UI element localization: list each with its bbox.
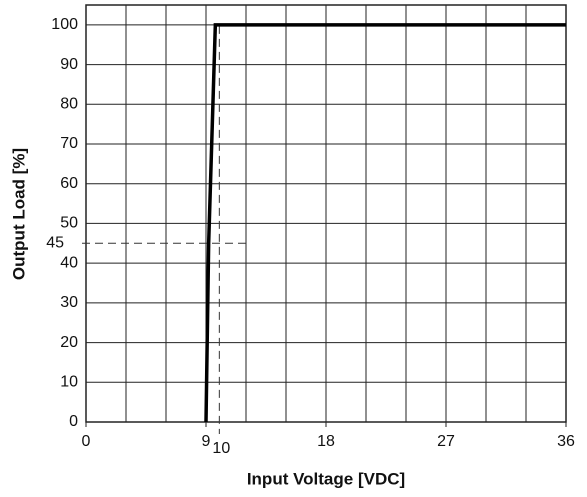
y-tick-label: 90 [60, 56, 78, 73]
y-tick-label: 0 [69, 413, 78, 430]
y-tick-label: 80 [60, 96, 78, 113]
y-tick-label: 10 [60, 374, 78, 391]
x-tick-label: 27 [437, 433, 455, 450]
x-axis-title: Input Voltage [VDC] [247, 469, 405, 488]
x-tick-label: 36 [557, 433, 575, 450]
plot-frame [85, 4, 567, 423]
y-tick-label: 50 [60, 215, 78, 232]
y-tick-label: 30 [60, 294, 78, 311]
x-tick-label: 18 [317, 433, 335, 450]
x-tick-label: 0 [82, 433, 91, 450]
y-tick-label: 60 [60, 175, 78, 192]
y-axis-title: Output Load [%] [9, 148, 28, 280]
y-tick-label: 40 [60, 254, 78, 271]
y-tick-label: 20 [60, 334, 78, 351]
data-line [204, 23, 566, 423]
reference-label: 10 [212, 440, 230, 457]
y-tick-label: 100 [51, 16, 78, 33]
reference-label: 45 [46, 235, 64, 252]
x-tick-label: 9 [202, 433, 211, 450]
y-tick-label: 70 [60, 135, 78, 152]
